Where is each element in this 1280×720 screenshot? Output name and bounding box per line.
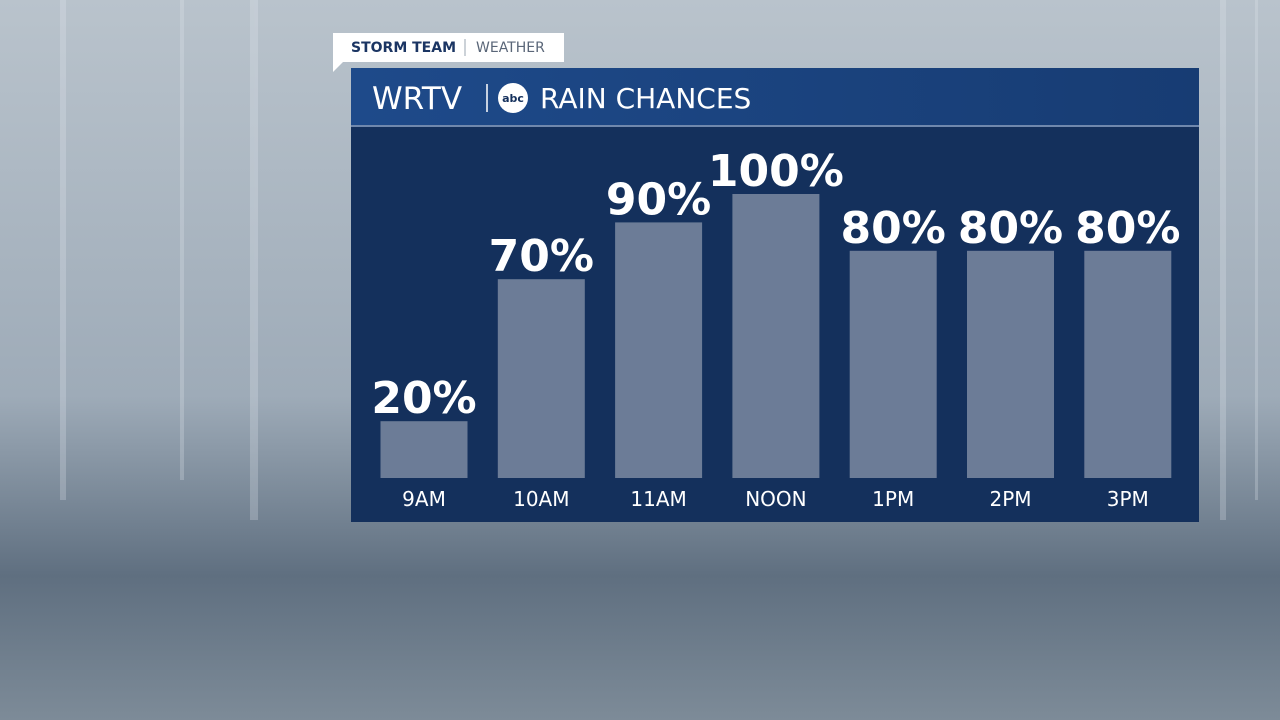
bar bbox=[1084, 250, 1172, 478]
station-logo: WRTV bbox=[372, 81, 462, 117]
value-label: 100% bbox=[708, 146, 844, 197]
value-label: 80% bbox=[958, 203, 1063, 254]
x-tick-label: 1PM bbox=[872, 487, 914, 511]
tag-section: WEATHER bbox=[476, 40, 545, 56]
value-label: 80% bbox=[841, 203, 946, 254]
chart-title: RAIN CHANCES bbox=[540, 82, 751, 115]
bar bbox=[967, 250, 1054, 478]
panel-header bbox=[351, 68, 1199, 125]
x-tick-label: 2PM bbox=[989, 487, 1031, 511]
x-tick-label: 3PM bbox=[1107, 487, 1149, 511]
value-label: 20% bbox=[371, 373, 476, 424]
tag-pointer bbox=[333, 62, 343, 72]
value-label: 90% bbox=[606, 174, 711, 225]
network-logo-text: abc bbox=[502, 92, 524, 105]
x-tick-label: 11AM bbox=[630, 487, 686, 511]
value-label: 80% bbox=[1075, 203, 1180, 254]
tag-box bbox=[333, 33, 564, 62]
tag-team: STORM TEAM bbox=[351, 40, 456, 56]
value-label: 70% bbox=[489, 231, 594, 282]
bar bbox=[497, 279, 585, 478]
x-tick-label: 9AM bbox=[402, 487, 446, 511]
bar bbox=[849, 250, 937, 478]
x-tick-label: 10AM bbox=[513, 487, 569, 511]
rain-streaks bbox=[60, 0, 1258, 520]
bar bbox=[380, 421, 468, 478]
plot: 20% 9AM 70% 10AM 90% 11AM 100% NOON 80% 1PM 80% 2PM… bbox=[371, 146, 1180, 511]
network-logo bbox=[498, 83, 528, 113]
bar bbox=[732, 194, 820, 478]
x-tick-label: NOON bbox=[745, 487, 806, 511]
bar bbox=[615, 222, 703, 478]
